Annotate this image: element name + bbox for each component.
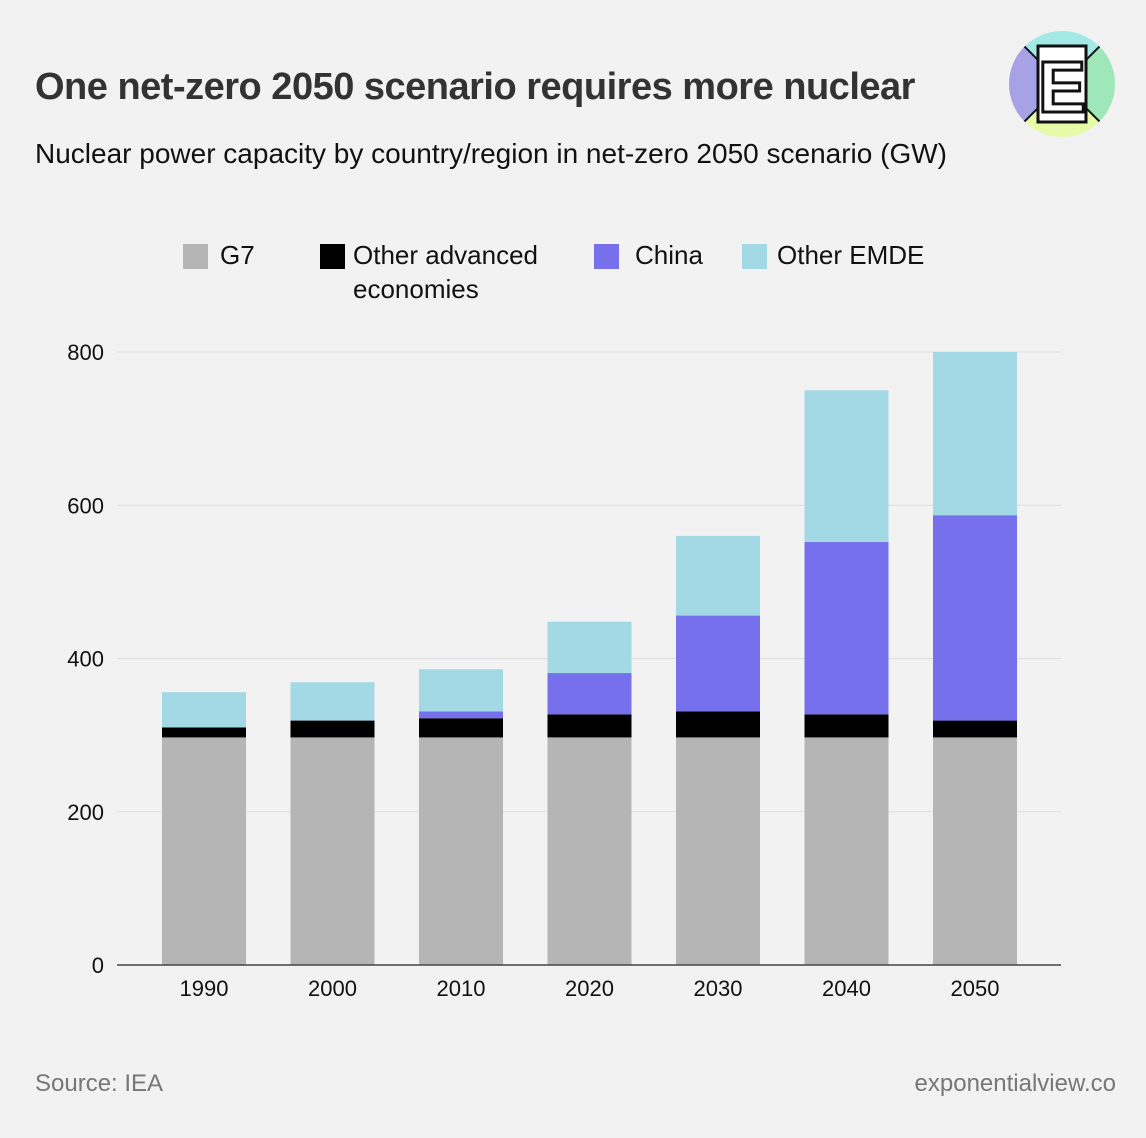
chart-title: One net-zero 2050 scenario requires more… bbox=[35, 66, 915, 108]
x-tick-label-2020: 2020 bbox=[565, 976, 614, 1001]
bar-2050-series-0 bbox=[933, 737, 1017, 965]
bar-1990-series-1 bbox=[162, 727, 246, 738]
bar-2030-series-2 bbox=[676, 615, 760, 712]
legend-label-g7: G7 bbox=[220, 240, 255, 270]
bar-2040-series-3 bbox=[804, 390, 889, 543]
bar-1990-series-3 bbox=[162, 692, 246, 728]
site-credit: exponentialview.co bbox=[914, 1070, 1116, 1097]
bar-2020-series-3 bbox=[547, 621, 632, 674]
x-tick-label-2050: 2050 bbox=[951, 976, 1000, 1001]
x-tick-label-2030: 2030 bbox=[694, 976, 743, 1001]
legend-item-g7: G7 bbox=[183, 238, 310, 272]
x-tick-label-2040: 2040 bbox=[822, 976, 871, 1001]
bar-2010-series-3 bbox=[419, 669, 503, 712]
bar-2000-series-3 bbox=[290, 682, 375, 721]
bar-2000-series-1 bbox=[290, 720, 375, 738]
bar-2010-series-2 bbox=[419, 711, 503, 719]
y-tick-label-600: 600 bbox=[67, 493, 104, 518]
bar-2040-series-1 bbox=[804, 714, 889, 738]
chart-legend: G7 Other advanced economies China Other … bbox=[0, 238, 1146, 308]
bar-2020-series-2 bbox=[547, 673, 632, 715]
bar-2050-series-3 bbox=[933, 352, 1017, 516]
bar-2030-series-3 bbox=[676, 535, 760, 616]
legend-swatch-other-emde bbox=[742, 244, 767, 269]
logo-letter: E bbox=[1038, 48, 1086, 128]
bar-2040-series-0 bbox=[804, 737, 889, 965]
bar-2030-series-1 bbox=[676, 711, 760, 738]
bar-2000-series-0 bbox=[290, 737, 375, 965]
chart-subtitle: Nuclear power capacity by country/region… bbox=[35, 138, 947, 169]
y-tick-label-400: 400 bbox=[67, 647, 104, 672]
stacked-bar-chart: 0 200 400 600 800 1990 2000 2010 2020 2030 2040 205… bbox=[67, 340, 1061, 1001]
bar-1990-series-0 bbox=[162, 737, 246, 965]
bar-2040-series-2 bbox=[804, 542, 889, 715]
legend-label-other-emde: Other EMDE bbox=[777, 240, 925, 270]
y-tick-label-800: 800 bbox=[67, 340, 104, 365]
legend-swatch-other-advanced bbox=[320, 244, 345, 269]
legend-item-other-emde: Other EMDE bbox=[742, 238, 957, 272]
legend-item-china: China bbox=[594, 238, 745, 272]
legend-label-other-advanced: Other advanced economies bbox=[353, 240, 539, 304]
x-tick-label-2000: 2000 bbox=[308, 976, 357, 1001]
exponential-view-logo-icon: E bbox=[1009, 31, 1115, 137]
bar-2050-series-2 bbox=[933, 515, 1017, 721]
bar-2010-series-1 bbox=[419, 718, 503, 738]
legend-item-other-advanced: Other advanced economies bbox=[320, 238, 563, 306]
bar-2020-series-1 bbox=[547, 714, 632, 738]
x-tick-label-1990: 1990 bbox=[180, 976, 229, 1001]
legend-label-china: China bbox=[635, 240, 703, 270]
y-tick-label-200: 200 bbox=[67, 800, 104, 825]
bar-2020-series-0 bbox=[547, 737, 632, 965]
legend-swatch-g7 bbox=[183, 244, 208, 269]
x-tick-label-2010: 2010 bbox=[437, 976, 486, 1001]
y-tick-label-0: 0 bbox=[92, 953, 104, 978]
bar-2030-series-0 bbox=[676, 737, 760, 965]
bar-2010-series-0 bbox=[419, 737, 503, 965]
source-note: Source: IEA bbox=[35, 1070, 164, 1097]
bar-2050-series-1 bbox=[933, 720, 1017, 738]
legend-swatch-china bbox=[594, 244, 619, 269]
